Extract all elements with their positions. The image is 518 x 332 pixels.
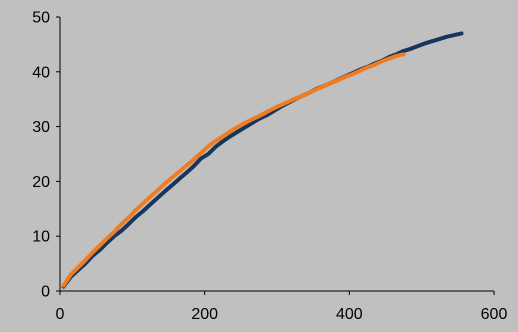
x-tick-label: 200: [191, 306, 218, 323]
y-tick-label: 10: [32, 229, 50, 246]
y-tick-label: 40: [32, 64, 50, 81]
axes: [56, 16, 495, 295]
series-layer: [61, 31, 464, 289]
y-tick-label: 50: [32, 10, 50, 27]
x-tick-label: 400: [336, 306, 363, 323]
y-tick-label: 30: [32, 119, 50, 136]
y-tick-label: 0: [41, 284, 50, 301]
x-tick-label: 0: [56, 306, 65, 323]
y-tick-label: 20: [32, 174, 50, 191]
tick-labels: 0 10 20 30 40 50 0 200 400 600: [32, 10, 507, 324]
series-line-2: [61, 52, 406, 288]
x-tick-label: 600: [481, 306, 508, 323]
